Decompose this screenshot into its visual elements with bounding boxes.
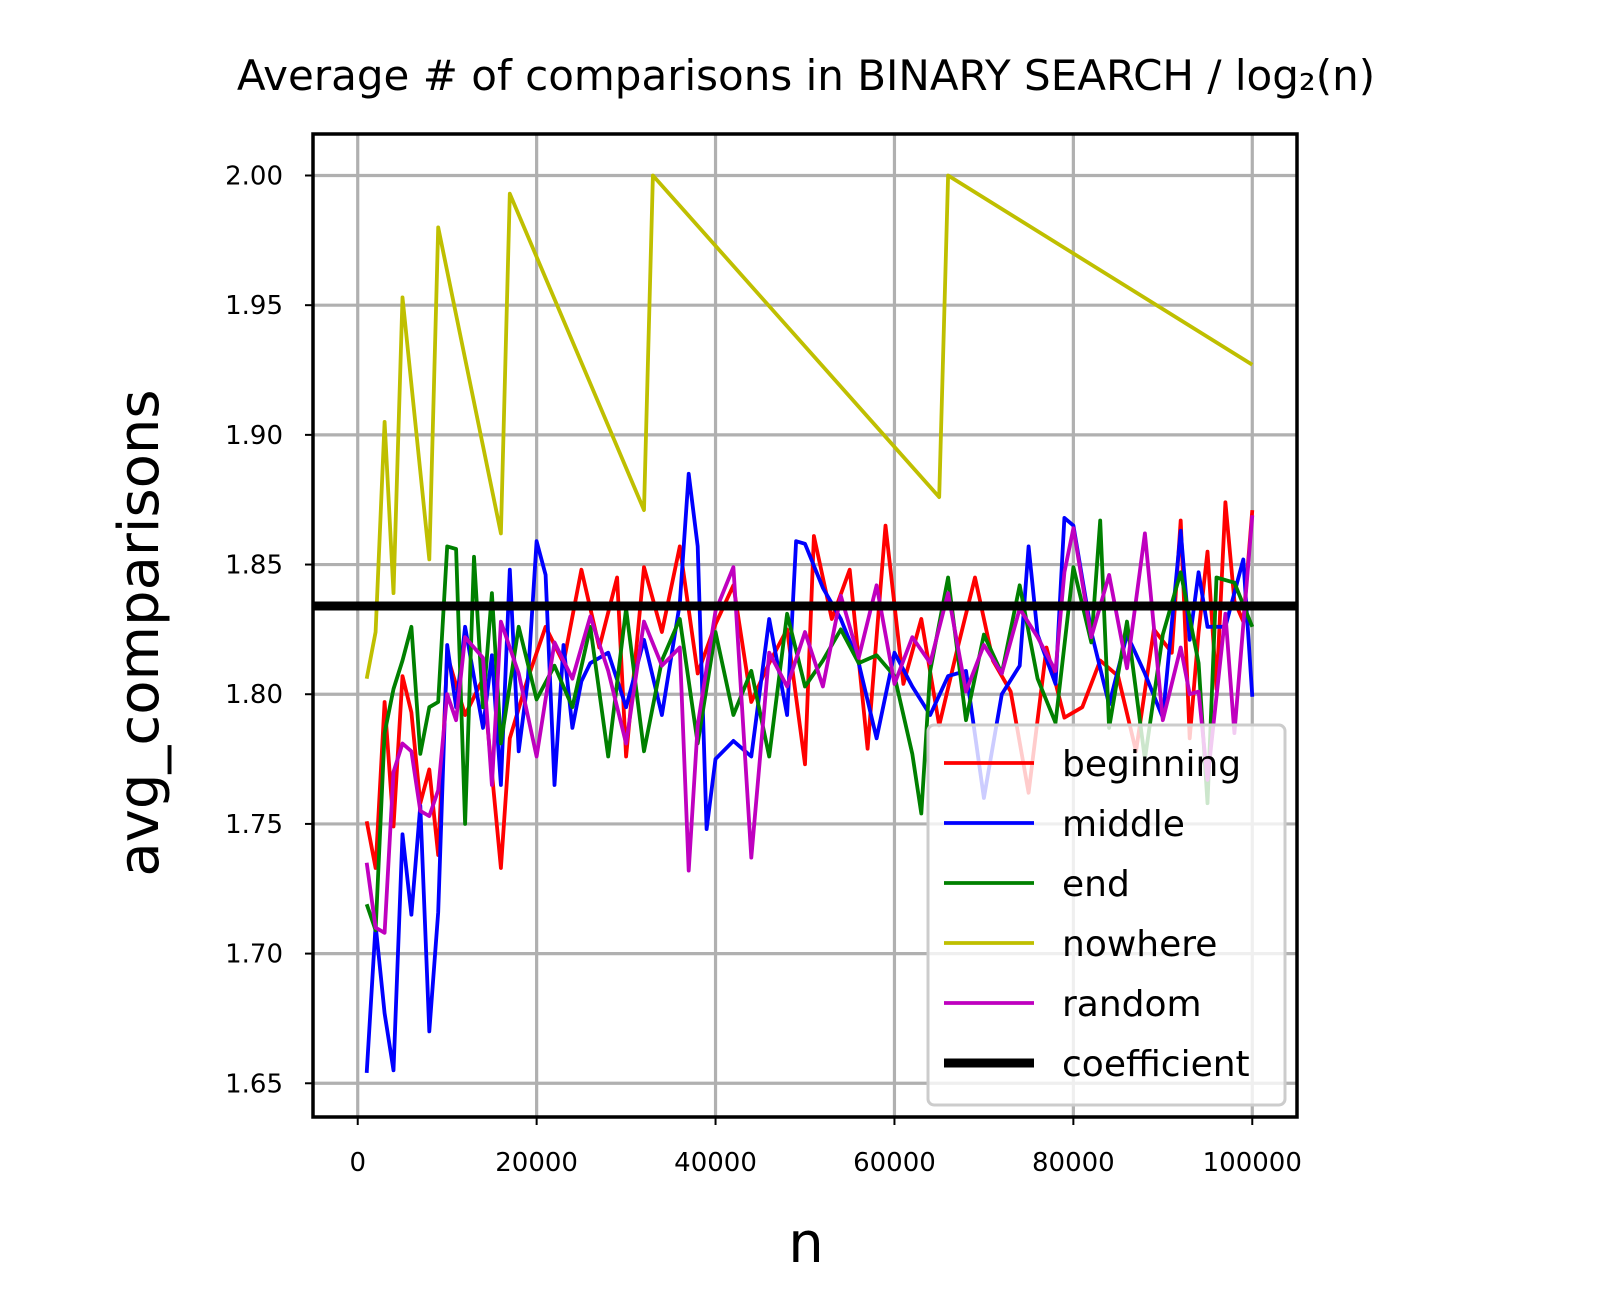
x-tick-label: 100000 [1203,1148,1302,1178]
legend-label-end: end [1062,864,1130,905]
x-tick-label: 40000 [674,1148,757,1178]
y-tick-label: 1.65 [225,1069,283,1099]
series-line-end [364,518,1255,933]
y-tick-label: 1.85 [225,551,283,581]
x-tick-label: 0 [349,1148,366,1178]
legend-label-random: random [1062,984,1202,1025]
legend: beginning middle end nowhere random coefficie… [926,723,1287,1107]
legend-label-nowhere: nowhere [1062,924,1217,965]
y-tick-label: 1.70 [225,940,283,970]
chart-title: Average # of comparisons in BINARY SEARC… [237,51,1375,100]
plot-frame [311,132,1299,1119]
legend-label-middle: middle [1062,804,1185,845]
y-tick-label: 1.95 [225,291,283,321]
series-layer [313,173,1297,1074]
y-tick-label: 1.75 [225,810,283,840]
y-axis-label: avg_comparisons [107,389,172,876]
y-tick-labels: 1.65 1.70 1.75 1.80 1.85 1.90 1.95 2.00 [225,161,313,1099]
x-tick-label: 80000 [1032,1148,1115,1178]
series-line-random [364,515,1255,935]
x-axis-label: n [788,1211,824,1276]
x-tick-labels: 0 20000 40000 60000 80000 100000 [349,1117,1302,1178]
legend-label-coefficient: coefficient [1062,1044,1250,1085]
y-tick-label: 1.90 [225,421,283,451]
y-tick-label: 2.00 [225,161,283,191]
x-tick-label: 60000 [853,1148,936,1178]
legend-box [926,723,1287,1107]
legend-label-beginning: beginning [1062,744,1241,785]
y-tick-label: 1.80 [225,680,283,710]
series-line-nowhere [364,173,1254,680]
x-tick-label: 20000 [495,1148,578,1178]
